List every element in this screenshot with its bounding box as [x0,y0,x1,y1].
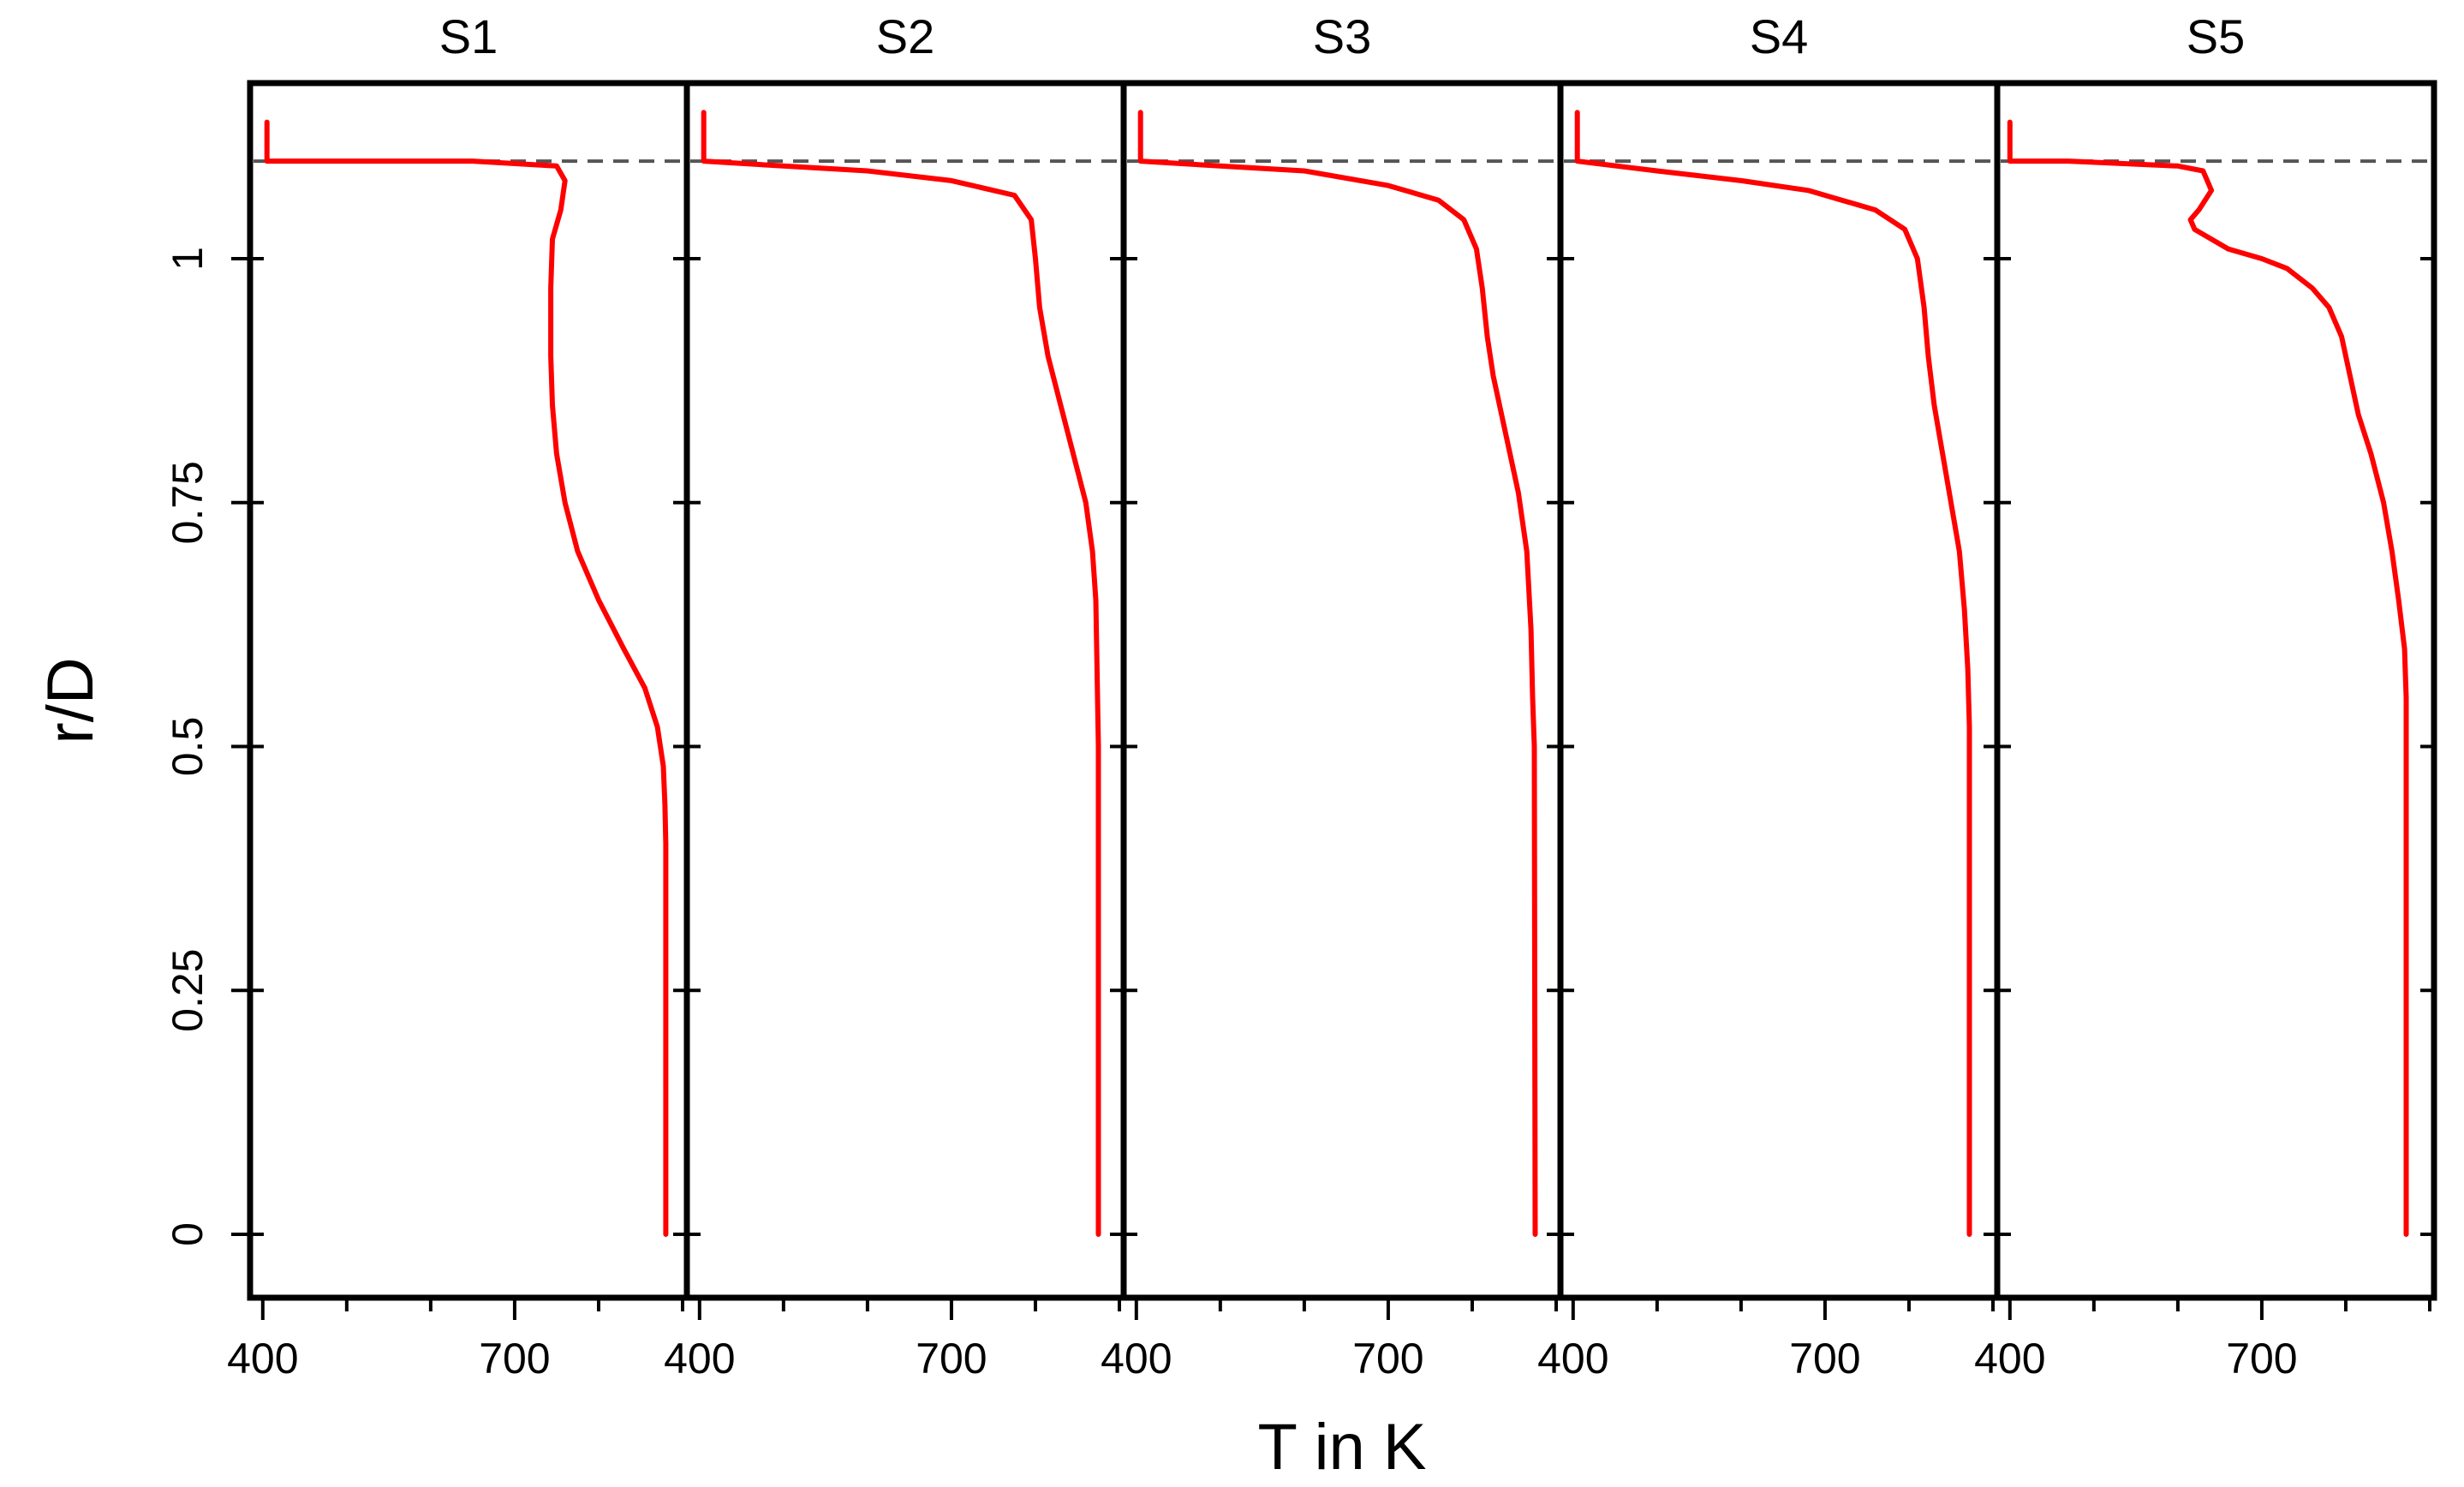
panel-s1: S1 400 700 [227,9,690,1382]
x-axis-title: T in K [1257,1411,1426,1484]
panels-layer: S1 400 700 S2 400 700 S3 400 700 S4 400 700 S5 400 700… [164,9,2437,1382]
panel-s4: S4 400 700 [1537,9,2001,1382]
panel-s2: S2 400 700 [664,9,1127,1382]
panel-title: S2 [876,9,935,63]
x-tick-label: 700 [479,1335,550,1382]
y-axis-title: r/D [34,657,107,744]
y-tick-label: 1 [164,247,212,271]
x-tick-label: 400 [664,1335,735,1382]
y-tick-label: 0.25 [164,949,212,1032]
panel-frame [683,80,1127,1301]
x-tick-label: 400 [1537,1335,1608,1382]
panel-frame [1994,80,2437,1301]
panel-frame [1557,80,2001,1301]
temperature-profile-line [2007,119,2409,1237]
x-tick-label: 700 [1789,1335,1860,1382]
panel-title: S1 [439,9,498,63]
temperature-profile-line [264,119,669,1237]
x-tick-label: 400 [1101,1335,1172,1382]
x-tick-label: 700 [916,1335,987,1382]
y-tick-label: 0.75 [164,461,212,544]
panel-title: S3 [1313,9,1372,63]
temperature-profile-line [1137,110,1538,1237]
panel-frame [247,80,690,1301]
y-tick-label: 0.5 [164,717,212,777]
x-tick-label: 400 [227,1335,298,1382]
panel-s5: S5 400 700 [1974,9,2437,1382]
temperature-profile-line [1574,110,1972,1237]
x-tick-label: 700 [2226,1335,2297,1382]
panel-frame [1120,80,1564,1301]
x-tick-label: 400 [1974,1335,2045,1382]
y-tick-label: 0 [164,1222,212,1246]
temperature-profile-line [701,110,1101,1237]
panel-title: S5 [2187,9,2246,63]
x-tick-label: 700 [1352,1335,1423,1382]
panel-title: S4 [1750,9,1809,63]
panel-s3: S3 400 700 [1101,9,1564,1382]
